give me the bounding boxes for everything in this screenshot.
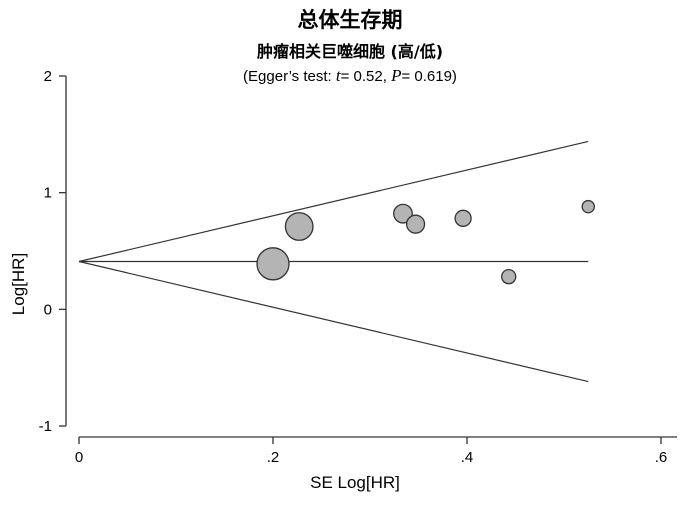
- chart-title: 总体生存期: [297, 8, 403, 32]
- y-tick-label: -1: [39, 418, 52, 435]
- study-point: [454, 209, 472, 227]
- y-tick-label: 2: [44, 68, 52, 85]
- study-point: [501, 268, 517, 285]
- x-tick-label: .4: [461, 449, 474, 466]
- lower-funnel-line: [78, 260, 589, 383]
- y-tick-label: 0: [44, 301, 52, 318]
- x-tick-label: 0: [75, 449, 83, 466]
- p-value: = 0.619): [401, 68, 457, 85]
- x-tick-label: .6: [655, 449, 668, 466]
- p-symbol: P: [391, 66, 402, 85]
- t-value: = 0.52,: [340, 68, 392, 85]
- study-markers: [256, 199, 595, 285]
- study-point: [405, 214, 426, 234]
- study-point: [581, 199, 595, 214]
- x-tick-label: .2: [267, 449, 280, 466]
- chart-subtitle: 肿瘤相关巨噬细胞 (高/低): [256, 42, 444, 61]
- t-symbol: t: [335, 66, 341, 85]
- y-axis-label: Log[HR]: [9, 253, 28, 315]
- egger-prefix: (Egger’s test:: [243, 68, 336, 85]
- x-axis-label: SE Log[HR]: [310, 473, 400, 492]
- upper-funnel-line: [78, 140, 589, 263]
- egger-test-annotation: (Egger’s test: t= 0.52, P= 0.619): [0, 66, 700, 86]
- funnel-lines: [78, 140, 589, 383]
- axes: -1 0 1 2 0 .2 .4 .6: [39, 68, 677, 466]
- study-point: [393, 203, 413, 224]
- y-tick-label: 1: [44, 185, 52, 202]
- study-point: [284, 212, 314, 241]
- study-point: [256, 247, 290, 281]
